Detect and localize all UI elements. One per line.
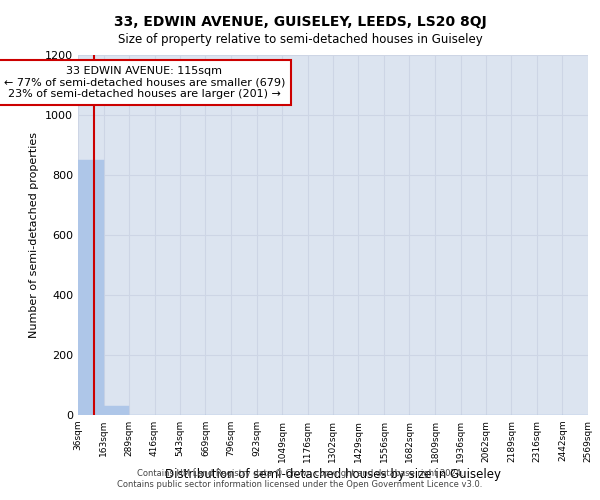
Bar xyxy=(104,406,129,415)
Bar xyxy=(78,160,104,415)
Text: Contains public sector information licensed under the Open Government Licence v3: Contains public sector information licen… xyxy=(118,480,482,489)
Text: 33, EDWIN AVENUE, GUISELEY, LEEDS, LS20 8QJ: 33, EDWIN AVENUE, GUISELEY, LEEDS, LS20 … xyxy=(113,15,487,29)
Text: Size of property relative to semi-detached houses in Guiseley: Size of property relative to semi-detach… xyxy=(118,32,482,46)
X-axis label: Distribution of semi-detached houses by size in Guiseley: Distribution of semi-detached houses by … xyxy=(165,468,501,480)
Text: Contains HM Land Registry data © Crown copyright and database right 2024.: Contains HM Land Registry data © Crown c… xyxy=(137,468,463,477)
Y-axis label: Number of semi-detached properties: Number of semi-detached properties xyxy=(29,132,40,338)
Text: 33 EDWIN AVENUE: 115sqm
← 77% of semi-detached houses are smaller (679)
23% of s: 33 EDWIN AVENUE: 115sqm ← 77% of semi-de… xyxy=(4,66,285,99)
